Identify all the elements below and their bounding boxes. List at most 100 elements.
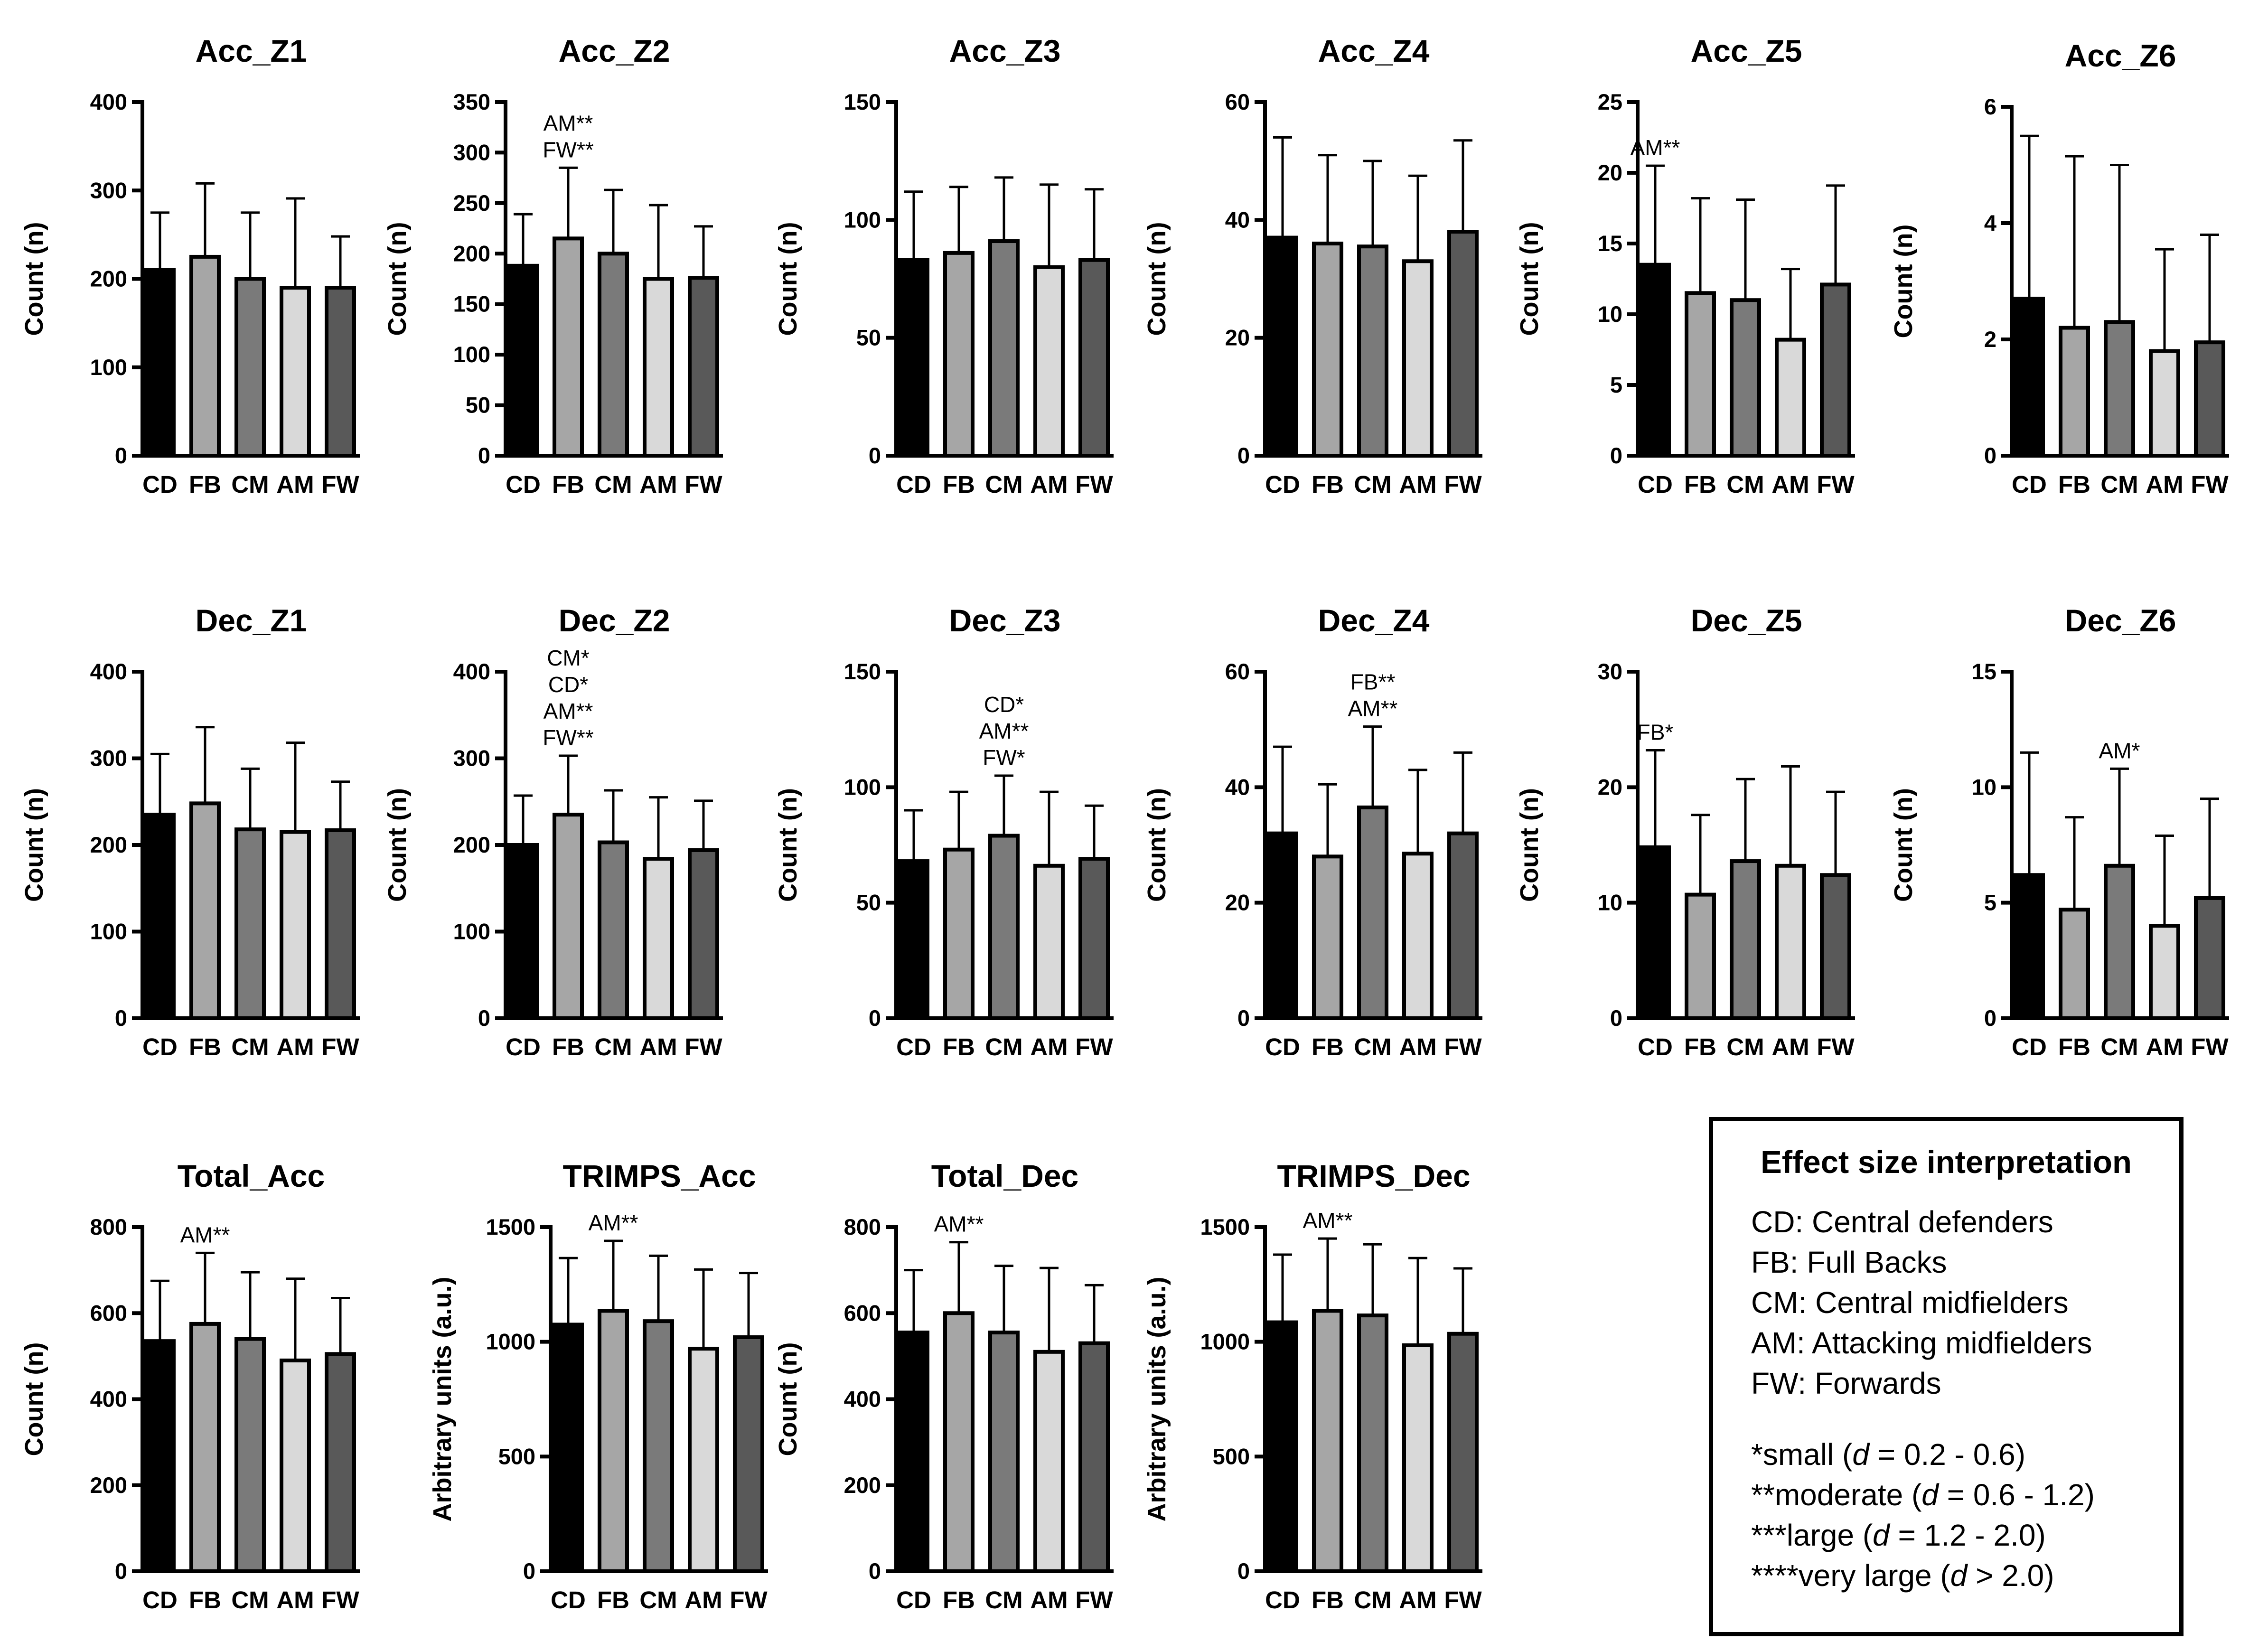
chart-title: Acc_Z1 [196, 33, 307, 68]
x-tick-label: AM [639, 471, 677, 498]
x-tick-label: FB [189, 1033, 221, 1060]
y-tick-label: 0 [1610, 443, 1622, 468]
bar-fw [1820, 873, 1851, 1021]
bar-cm [1730, 859, 1761, 1020]
significance-annotation: CD* [548, 672, 588, 697]
y-axis-label: Count (n) [774, 788, 802, 902]
y-tick-label: 0 [115, 1558, 127, 1584]
bar-fw [325, 828, 356, 1020]
bar-cm [988, 834, 1020, 1020]
bar-fb [189, 254, 221, 458]
y-tick-label: 0 [869, 443, 881, 468]
x-tick-label: FB [943, 471, 975, 498]
x-tick-label: AM [1399, 471, 1436, 498]
x-tick-label: CD [1638, 471, 1673, 498]
x-tick-label: CM [1726, 471, 1764, 498]
chart-dec-z4: Dec_Z4 Count (n) 0 20 40 60 CD FB CM AM FW FB**AM** [1143, 603, 1482, 1060]
bar-fb [2059, 326, 2090, 458]
y-tick-label: 0 [478, 1005, 490, 1031]
x-tick-label: FB [1684, 1033, 1716, 1060]
bar-cm [988, 1331, 1020, 1573]
y-tick-label: 0 [523, 1558, 535, 1584]
x-tick-label: FB [552, 471, 584, 498]
bar-am [280, 830, 311, 1020]
x-tick-label: CD [1638, 1033, 1673, 1060]
x-tick-label: CM [1354, 471, 1391, 498]
x-tick-label: CM [1354, 1033, 1391, 1060]
bar-cm [988, 239, 1020, 458]
y-tick-label: 1000 [486, 1329, 535, 1354]
bar-cd [2014, 873, 2045, 1021]
bar-fw [1447, 230, 1479, 458]
y-tick-label: 40 [1225, 774, 1250, 799]
bar-fw [733, 1335, 764, 1573]
x-tick-label: CM [2100, 471, 2138, 498]
y-tick-label: 300 [453, 140, 490, 165]
bar-cm [234, 827, 266, 1021]
bar-fw [1820, 282, 1851, 458]
bar-cd [898, 258, 929, 458]
bar-am [2149, 349, 2180, 458]
x-tick-label: FW [2191, 471, 2229, 498]
y-tick-label: 60 [1225, 89, 1250, 114]
significance-annotation: FB* [1637, 720, 1674, 744]
bar-fw [2194, 340, 2225, 458]
chart-title: Acc_Z6 [2065, 38, 2176, 73]
y-tick-label: 0 [869, 1005, 881, 1031]
x-tick-label: AM [2146, 471, 2183, 498]
x-tick-label: AM [1030, 1586, 1068, 1613]
y-tick-label: 100 [453, 919, 490, 944]
chart-trimps-acc: TRIMPS_Acc Arbitrary units (a.u.) 0 500 1000… [428, 1158, 768, 1613]
bar-am [2149, 924, 2180, 1021]
x-tick-label: CM [985, 1586, 1022, 1613]
bar-fw [2194, 896, 2225, 1021]
bar-cm [1357, 244, 1388, 458]
bar-fb [943, 1311, 975, 1573]
bar-fw [1447, 1332, 1479, 1573]
y-axis-label: Count (n) [774, 222, 802, 336]
significance-annotation: AM** [979, 719, 1029, 743]
x-tick-label: CD [506, 471, 541, 498]
x-tick-label: FW [1817, 471, 1855, 498]
y-tick-label: 6 [1984, 94, 1996, 119]
legend-definition: FW: Forwards [1751, 1366, 1941, 1400]
bar-am [1402, 852, 1434, 1020]
x-tick-label: AM [1399, 1033, 1436, 1060]
bar-am [1775, 863, 1806, 1021]
y-tick-label: 0 [1984, 443, 1996, 468]
y-tick-label: 200 [453, 832, 490, 857]
x-tick-label: FW [684, 1033, 722, 1060]
y-tick-label: 350 [453, 89, 490, 114]
x-tick-label: CD [142, 1586, 178, 1613]
bar-fb [553, 813, 584, 1020]
bar-cd [507, 843, 539, 1020]
y-tick-label: 1000 [1200, 1329, 1250, 1354]
y-tick-label: 150 [844, 659, 881, 684]
y-tick-label: 800 [844, 1214, 881, 1239]
bar-cd [507, 263, 539, 458]
bar-cd [144, 813, 176, 1020]
y-tick-label: 1500 [486, 1214, 535, 1239]
chart-total-acc: Total_Acc Count (n) 0 200 400 600 800 CD FB CM AM F… [20, 1158, 360, 1613]
bar-cm [1730, 298, 1761, 458]
y-tick-label: 400 [90, 1387, 127, 1412]
x-tick-label: FB [189, 1586, 221, 1613]
x-tick-label: AM [276, 1586, 314, 1613]
x-tick-label: FW [2191, 1033, 2229, 1060]
bar-cm [643, 1319, 674, 1574]
x-tick-label: AM [639, 1033, 677, 1060]
y-tick-label: 20 [1598, 160, 1622, 185]
x-tick-label: FB [597, 1586, 629, 1613]
bar-cm [1357, 1313, 1388, 1573]
y-tick-label: 0 [478, 443, 490, 468]
y-tick-label: 500 [1213, 1444, 1250, 1469]
chart-dec-z5: Dec_Z5 Count (n) 0 10 20 30 CD FB CM AM FW FB* [1515, 603, 1855, 1060]
bar-am [688, 1347, 719, 1574]
chart-trimps-dec: TRIMPS_Dec Arbitrary units (a.u.) 0 500 1000… [1143, 1158, 1482, 1613]
x-tick-label: AM [1771, 1033, 1809, 1060]
y-axis-label: Count (n) [1515, 222, 1544, 336]
significance-annotation: FW** [543, 137, 593, 162]
chart-title: Dec_Z6 [2065, 603, 2176, 638]
y-axis-label: Count (n) [1889, 225, 1918, 338]
